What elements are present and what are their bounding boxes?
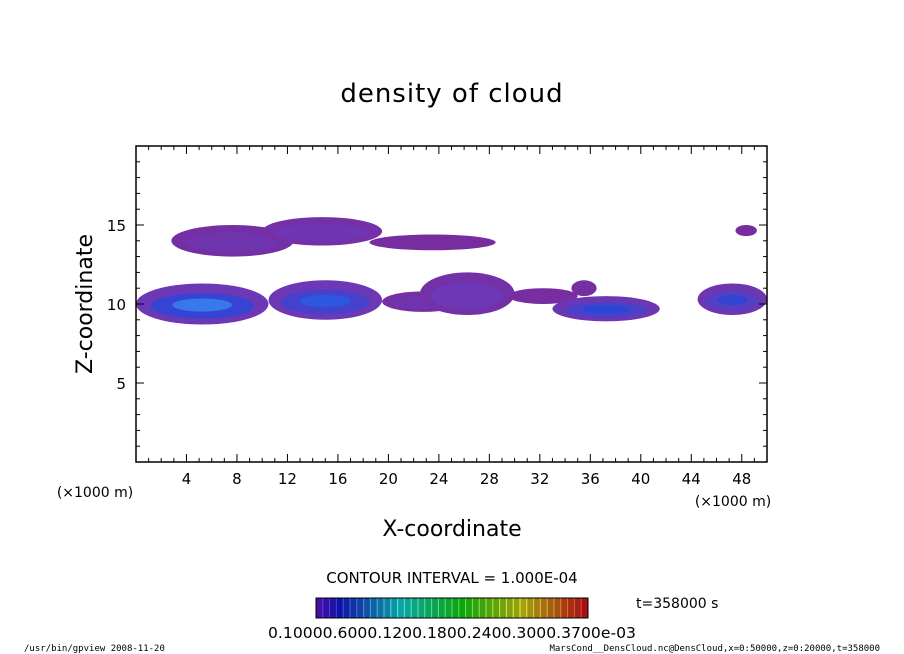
colorbar-cell <box>452 598 460 618</box>
x-tick-label: 32 <box>530 470 549 488</box>
y-tick-label: 15 <box>107 217 126 235</box>
colorbar-frame <box>315 597 589 619</box>
cloud-core-0 <box>184 232 281 253</box>
colorbar-cell <box>438 598 446 618</box>
colorbar-cell <box>560 598 569 618</box>
colorbar-cell <box>540 598 548 618</box>
x-tick-label: 36 <box>581 470 600 488</box>
colorbar-cell <box>465 598 473 618</box>
footer-left: /usr/bin/gpview 2008-11-20 <box>24 644 165 654</box>
colorbar-cell <box>363 598 371 618</box>
time-label: t=358000 s <box>636 596 718 612</box>
colorbar-cell <box>499 598 507 618</box>
colorbar-cell <box>520 598 528 618</box>
cloud-core-6 <box>430 282 505 310</box>
y-tick-label: 10 <box>107 296 126 314</box>
cloud-region-11 <box>735 225 757 237</box>
colorbar-tick-labels: 0.10000.6000.1200.1800.2400.3000.3700e-0… <box>268 624 636 642</box>
cloud-core-1 <box>275 223 369 242</box>
x-axis-label: X-coordinate <box>382 517 521 542</box>
y-tick-label: 5 <box>116 375 126 393</box>
colorbar-cell <box>479 598 487 618</box>
colorbar-cell <box>397 598 405 618</box>
x-tick-label: 12 <box>278 470 297 488</box>
colorbar-cell <box>431 598 439 618</box>
colorbar-cell <box>411 598 419 618</box>
x-axis-unit: (×1000 m) <box>695 494 771 510</box>
colorbar-cell <box>424 598 433 618</box>
cloud-peak-8 <box>581 305 631 314</box>
colorbar-cell <box>547 598 555 618</box>
cloud-region-9 <box>571 280 597 297</box>
cloud-region-2 <box>369 234 496 251</box>
colorbar-cell <box>574 598 582 618</box>
cloud-peak-3 <box>172 298 233 312</box>
colorbar-cell <box>492 598 501 618</box>
x-tick-label: 4 <box>182 470 192 488</box>
colorbar-cell <box>336 598 344 618</box>
colorbar-cell <box>554 598 562 618</box>
colorbar-cell <box>316 598 324 618</box>
colorbar-cell <box>390 598 399 618</box>
colorbar-cell <box>404 598 412 618</box>
x-tick-label: 44 <box>682 470 701 488</box>
colorbar-cell <box>472 598 480 618</box>
colorbar-cell <box>533 598 541 618</box>
contour-interval-label: CONTOUR INTERVAL = 1.000E-04 <box>326 569 577 587</box>
colorbar-cell <box>567 598 575 618</box>
colorbar-cell <box>322 598 331 618</box>
y-axis-unit: (×1000 m) <box>57 485 133 501</box>
y-tick-labels: 5 10 15 <box>107 217 126 393</box>
colorbar-cell <box>377 598 385 618</box>
x-tick-labels: 4 8 12 16 20 24 28 32 36 40 44 48 <box>182 470 752 488</box>
axis-ticks <box>136 146 767 462</box>
colorbar-cell <box>384 598 392 618</box>
x-tick-label: 48 <box>732 470 751 488</box>
colorbar <box>315 598 589 618</box>
x-tick-label: 8 <box>232 470 242 488</box>
colorbar-cell <box>513 598 521 618</box>
colorbar-cell <box>506 598 514 618</box>
y-axis-label: Z-coordinate <box>73 234 98 374</box>
colorbar-cell <box>343 598 351 618</box>
chart-title: density of cloud <box>340 79 563 109</box>
footer-right: MarsCond__DensCloud.nc@DensCloud,x=0:500… <box>549 644 880 654</box>
colorbar-cell <box>445 598 453 618</box>
x-tick-label: 20 <box>379 470 398 488</box>
cloud-region-7 <box>508 288 578 304</box>
x-tick-label: 16 <box>328 470 347 488</box>
colorbar-cell <box>350 598 358 618</box>
cloud-peak-4 <box>299 294 351 308</box>
colorbar-cell <box>526 598 535 618</box>
cloud-density-field <box>136 217 767 325</box>
x-tick-label: 28 <box>480 470 499 488</box>
colorbar-cell <box>329 598 337 618</box>
colorbar-cell <box>581 598 589 618</box>
colorbar-cell <box>356 598 365 618</box>
colorbar-cell <box>458 598 467 618</box>
x-tick-label: 24 <box>429 470 448 488</box>
x-tick-label: 40 <box>631 470 650 488</box>
cloud-peak-10 <box>716 294 748 306</box>
colorbar-cell <box>370 598 378 618</box>
colorbar-cell <box>486 598 494 618</box>
colorbar-cell <box>418 598 426 618</box>
